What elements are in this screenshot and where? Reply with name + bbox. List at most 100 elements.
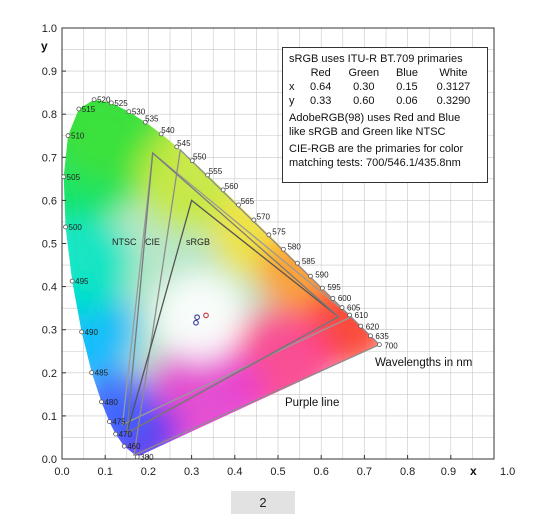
x-blue: 0.15 (396, 81, 418, 93)
gamut-triangles (121, 148, 381, 457)
info-line-adobe-2: like sRGB and Green like NTSC (289, 126, 446, 138)
info-line-adobe-1: AdobeRGB(98) uses Red and Blue (289, 112, 461, 124)
row-label-y: y (289, 95, 295, 107)
wavelength-label: 525 (114, 99, 128, 108)
locus-point (236, 202, 241, 208)
chromaticity-chart: 0.0 0.1 0.2 0.3 0.4 0.5 0.6 0.7 0.8 0.9 1.0 0.0 0.1 0… (41, 23, 516, 478)
wavelength-label: 635 (375, 332, 389, 341)
white-point (193, 319, 199, 326)
locus-point (106, 419, 112, 424)
wavelength-label: 590 (315, 271, 329, 280)
y-tick-label: 0.1 (42, 411, 57, 423)
wavelength-label: 555 (209, 167, 223, 176)
white-point (203, 312, 209, 319)
locus-point (79, 329, 85, 335)
locus-point (294, 260, 300, 266)
wavelengths-label: Wavelengths in nm (375, 357, 472, 369)
locus-point (142, 119, 148, 125)
wavelength-label: 515 (82, 105, 96, 114)
locus-point (99, 399, 104, 405)
wavelength-label: 460 (127, 442, 141, 451)
y-red: 0.33 (309, 95, 332, 107)
y-axis-label: y (41, 39, 48, 53)
locus-point (280, 246, 286, 252)
header-green: Green (348, 67, 380, 79)
x-tick-label: 0.8 (400, 466, 415, 478)
locus-point (308, 273, 313, 279)
locus-point (108, 100, 114, 106)
x-white: 0.3127 (436, 81, 471, 93)
wavelength-label: 550 (193, 153, 207, 162)
locus-point (63, 224, 68, 230)
page-number[interactable]: 2 (231, 491, 295, 514)
x-tick-label: 0.5 (270, 466, 285, 478)
wavelength-label: 530 (132, 108, 146, 117)
locus-point (91, 97, 97, 103)
wavelength-label: 610 (355, 311, 369, 320)
purple-line-label: Purple line (285, 397, 339, 409)
wavelength-label: 475 (112, 418, 126, 427)
locus-point (358, 323, 364, 329)
wavelength-label: 495 (75, 277, 89, 286)
row-label-x: x (289, 81, 295, 93)
wavelength-label: 605 (347, 303, 361, 312)
gamut-triangle-ntsc (121, 151, 353, 426)
locus-point (65, 133, 71, 139)
locus-point (158, 131, 164, 137)
y-green: 0.60 (353, 95, 375, 107)
header-blue: Blue (395, 67, 418, 79)
x-tick-label: 0.4 (227, 466, 242, 478)
locus-point (330, 296, 336, 301)
cie-label: CIE (145, 237, 160, 247)
wavelength-label: 565 (241, 197, 255, 206)
wavelength-label: 535 (145, 114, 159, 123)
locus-point (89, 370, 95, 375)
info-line-srgb: sRGB uses ITU-R BT.709 primaries (289, 53, 463, 65)
y-tick-label: 0.3 (42, 325, 57, 337)
white-points (193, 312, 209, 326)
locus-point (220, 187, 226, 193)
wavelength-label: 620 (366, 322, 380, 331)
wavelength-label: 540 (161, 126, 175, 135)
y-tick-label: 1.0 (42, 23, 57, 35)
wavelength-label: 505 (67, 173, 81, 182)
x-tick-label: 0.6 (314, 466, 329, 478)
wavelength-label: 470 (119, 430, 133, 439)
primaries-y-row: y 0.33 0.60 0.06 0.3290 (289, 94, 481, 108)
wavelength-label: 380 (140, 453, 154, 462)
x-tick-label: 0.0 (54, 466, 69, 478)
y-tick-label: 0.5 (42, 239, 57, 251)
locus-point (69, 278, 75, 284)
locus-point (174, 144, 180, 150)
locus-point (126, 109, 132, 115)
locus-point (189, 158, 195, 164)
primaries-x-row: x 0.64 0.30 0.15 0.3127 (289, 80, 481, 94)
axis-ticks: 0.0 0.1 0.2 0.3 0.4 0.5 0.6 0.7 0.8 0.9 1.0 0.0 0.1 0… (42, 23, 516, 478)
x-tick-label: 0.1 (98, 466, 113, 478)
y-tick-label: 0.6 (42, 195, 57, 207)
white-point (194, 314, 200, 321)
wavelength-label: 560 (225, 182, 239, 191)
wavelength-label: 500 (69, 223, 83, 232)
locus-point (76, 106, 82, 112)
wavelength-label: 490 (85, 328, 99, 337)
gamut-triangle-cie (133, 148, 381, 457)
y-white: 0.3290 (436, 95, 471, 107)
y-blue: 0.06 (396, 95, 418, 107)
srgb-label: sRGB (186, 237, 210, 247)
wavelength-label: 585 (302, 257, 316, 266)
wavelength-label: 580 (287, 243, 301, 252)
y-tick-label: 0.4 (42, 282, 57, 294)
locus-point (376, 342, 382, 348)
wavelength-label: 575 (272, 228, 286, 237)
header-red: Red (310, 67, 331, 79)
y-tick-label: 0.0 (42, 454, 57, 466)
info-line-cie-2: matching tests: 700/546.1/435.8nm (289, 157, 461, 169)
y-tick-label: 0.7 (42, 152, 57, 164)
y-tick-label: 0.2 (42, 368, 57, 380)
x-tick-label: 0.7 (357, 466, 372, 478)
primaries-info-box: sRGB uses ITU-R BT.709 primaries Red Gre… (282, 47, 488, 183)
wavelength-label: 545 (177, 139, 191, 148)
wavelength-label: 510 (71, 132, 85, 141)
